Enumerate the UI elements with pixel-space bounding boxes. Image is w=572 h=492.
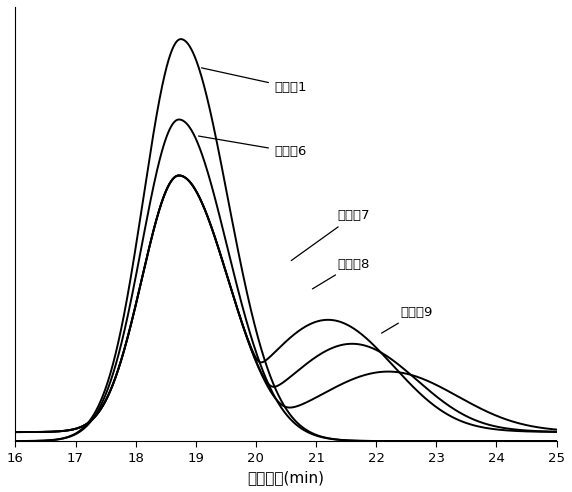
Text: 实施例9: 实施例9 (382, 306, 432, 333)
Text: 实施例7: 实施例7 (291, 210, 370, 261)
Text: 实施例1: 实施例1 (201, 68, 307, 94)
Text: 实施例8: 实施例8 (312, 258, 370, 289)
X-axis label: 流出时间(min): 流出时间(min) (248, 470, 324, 485)
Text: 实施例6: 实施例6 (198, 136, 307, 158)
